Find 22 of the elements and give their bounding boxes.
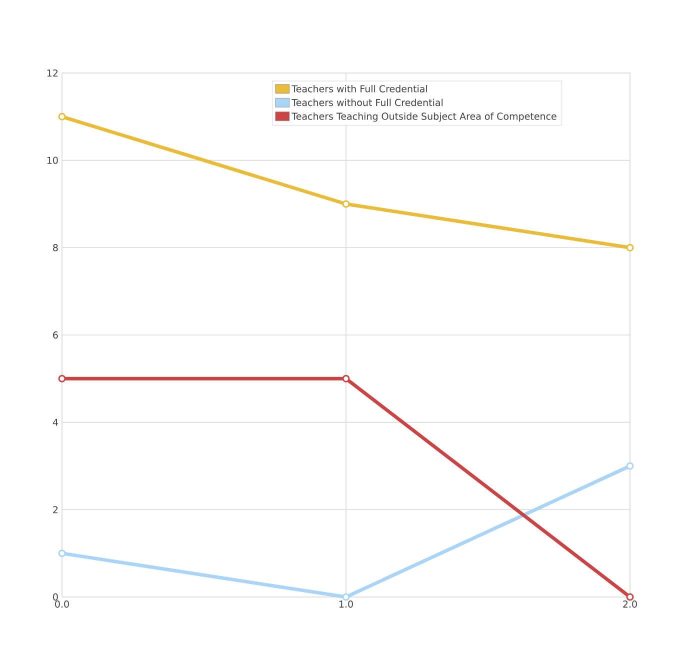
legend-label: Teachers Teaching Outside Subject Area of Competence <box>292 112 556 122</box>
y-tick-label: 6 <box>53 331 58 339</box>
y-tick-label: 0 <box>53 593 58 601</box>
point <box>342 200 350 208</box>
legend-label: Teachers with Full Credential <box>292 85 427 92</box>
x-tick-label: 2.0 <box>623 600 637 608</box>
y-tick-label: 10 <box>47 156 58 164</box>
point <box>58 550 66 558</box>
x-tick-label: 0.0 <box>55 600 69 608</box>
x-tick-label: 1.0 <box>340 600 353 608</box>
point <box>342 593 350 601</box>
point <box>342 374 350 382</box>
y-tick-label: 4 <box>52 418 58 426</box>
point <box>626 244 634 252</box>
legend-label: Teachers without Full Credential <box>292 98 443 106</box>
point <box>626 462 634 470</box>
y-tick-label: 2 <box>53 506 58 514</box>
y-tick-label: 8 <box>53 244 58 252</box>
y-tick-label: 12 <box>47 69 58 77</box>
point <box>58 112 66 120</box>
point <box>626 593 634 601</box>
point <box>58 374 66 382</box>
